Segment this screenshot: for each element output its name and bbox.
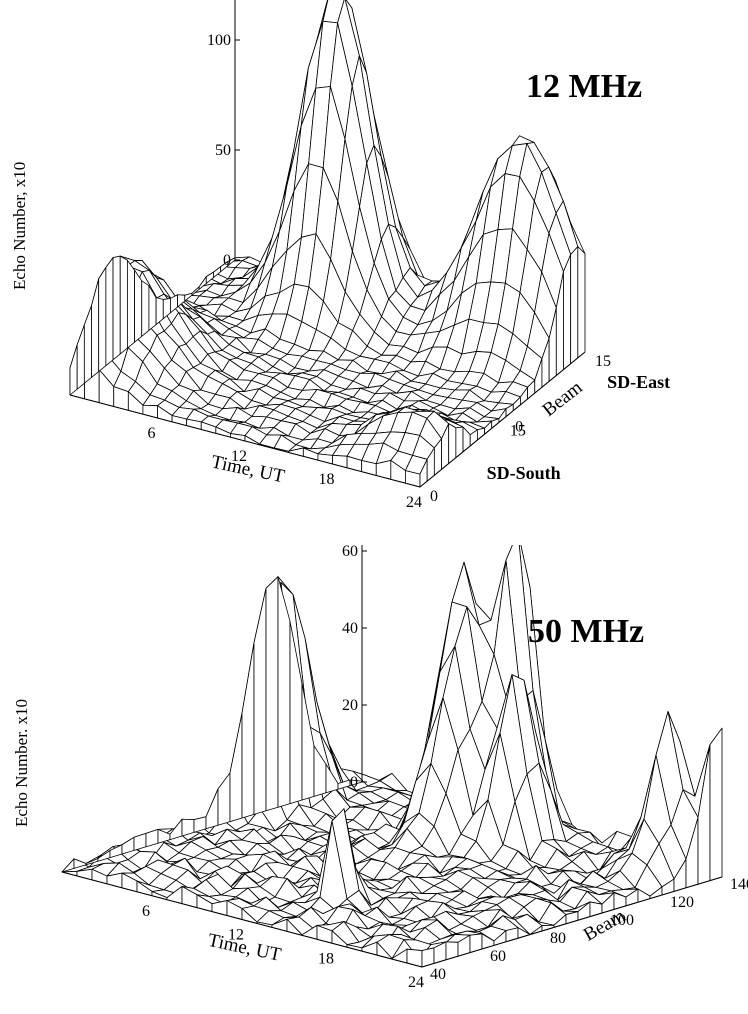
sd-south-label: SD-South: [487, 463, 561, 483]
surface-skirt: [448, 423, 457, 464]
x-tick-label: 24: [406, 494, 422, 511]
surface-skirt: [476, 427, 485, 441]
surface-plot-12mhz: 0501001506121824Time, UT015015BeamSD-Sou…: [69, 0, 670, 511]
surface-mesh: [61, 545, 723, 968]
chart-title: 12 MHz: [526, 68, 643, 105]
z-tick-label: 100: [207, 32, 231, 49]
y-tick-label: 80: [550, 930, 566, 947]
x-axis-line: [61, 871, 423, 968]
surface-skirt: [709, 727, 723, 881]
y-axis-line: [421, 876, 723, 968]
surface-skirt: [141, 280, 150, 337]
surface-skirt: [83, 305, 92, 384]
z-tick-label: 60: [342, 545, 358, 560]
z-tick-label: 50: [215, 142, 231, 159]
z-tick-label: 40: [342, 620, 358, 637]
surface-skirt: [69, 344, 78, 396]
y-tick-label: 140: [730, 876, 748, 893]
surface-skirt: [205, 788, 219, 830]
chart-title: 50 MHz: [528, 613, 645, 650]
surface-skirt: [112, 255, 121, 361]
surface-skirt: [265, 576, 279, 812]
surface-skirt: [406, 948, 423, 968]
surface-skirt: [105, 257, 114, 367]
y-tick-label: 40: [430, 966, 446, 983]
z-tick-label: 0: [223, 252, 231, 269]
y-tick-label: 15: [510, 423, 526, 440]
y-tick-label: 0: [430, 488, 438, 505]
x-tick-label: 6: [142, 903, 150, 920]
x-tick-label: 18: [318, 950, 334, 967]
x-axis-label: Time, UT: [206, 930, 283, 966]
z-tick-label: 20: [342, 697, 358, 714]
x-tick-label: 6: [148, 425, 156, 442]
surface-skirt: [253, 587, 267, 815]
z-axis-label: Echo Number. x10: [12, 699, 31, 827]
y-tick-label: 100: [610, 912, 634, 929]
y-tick-label: 0: [515, 418, 523, 435]
y-tick-label: 120: [670, 894, 694, 911]
chart-12mhz: 0501001506121824Time, UT015015BeamSD-Sou…: [10, 0, 670, 511]
surface-skirt: [126, 259, 135, 349]
x-axis-label: Time, UT: [209, 452, 286, 488]
surface-mesh: [69, 0, 586, 488]
y-axis-line: [419, 351, 586, 488]
x-tick-label: 12: [231, 448, 247, 465]
surface-skirt: [241, 642, 255, 819]
y-tick-label: 15: [595, 353, 611, 370]
surface-skirt: [577, 246, 586, 359]
surface-skirt: [570, 246, 579, 365]
surface-skirt: [119, 255, 128, 355]
surface-skirt: [563, 254, 572, 371]
surface-skirt: [217, 772, 231, 826]
surface-skirt: [91, 278, 100, 378]
surface-skirt: [134, 269, 143, 343]
sd-east-label: SD-East: [607, 372, 670, 392]
surface-skirt: [98, 267, 107, 372]
x-tick-label: 18: [319, 471, 335, 488]
surface-skirt: [229, 712, 243, 822]
surface-plot-50mhz: 0204060806121824Time, UT406080100120140B…: [61, 545, 748, 991]
y-tick-label: 60: [490, 948, 506, 965]
surface-skirt: [76, 324, 85, 390]
x-tick-label: 24: [408, 974, 424, 991]
z-axis-label: Echo Number, x10: [10, 161, 29, 290]
x-tick-label: 12: [228, 927, 244, 944]
z-tick-label: 0: [350, 774, 358, 791]
x-axis-line: [69, 394, 421, 488]
chart-50mhz: 0204060806121824Time, UT406080100120140B…: [0, 545, 748, 1014]
